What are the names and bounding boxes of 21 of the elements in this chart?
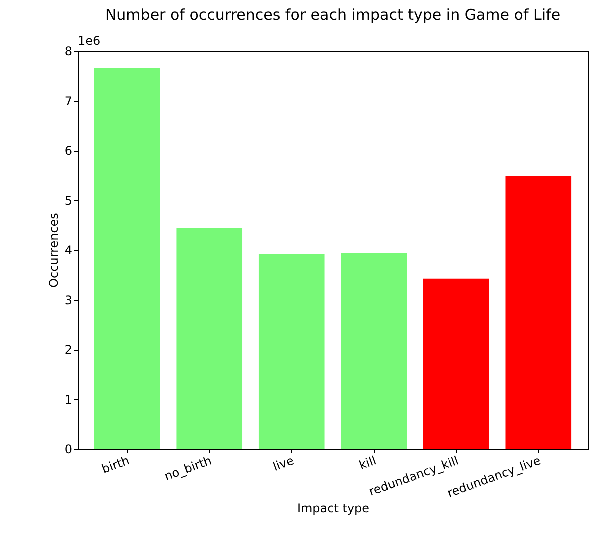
text: 1e6	[78, 34, 101, 48]
bar	[506, 176, 572, 449]
bar	[94, 68, 160, 449]
y-tick-label: 1	[64, 392, 72, 407]
chart-title: Number of occurrences for each impact type in Game of Life	[105, 6, 561, 24]
bar	[176, 228, 243, 449]
x-tick-label: live	[271, 454, 296, 474]
y-tick-label: 8	[64, 44, 72, 58]
y-tick-label: 0	[64, 442, 72, 456]
bar	[258, 254, 325, 449]
bar	[341, 253, 408, 449]
y-tick-label: 4	[64, 244, 72, 258]
y-tick-label: 3	[64, 293, 72, 308]
x-tick-label: birth	[100, 454, 132, 476]
x-axis-title: Impact type	[297, 501, 370, 516]
y-tick-label: 6	[64, 144, 72, 158]
y-tick-label: 5	[64, 194, 72, 208]
bar	[423, 278, 490, 449]
y-tick-label: 2	[64, 343, 72, 357]
y-tick-label: 7	[64, 94, 72, 108]
y-axis-title: Occurrences	[46, 213, 61, 288]
